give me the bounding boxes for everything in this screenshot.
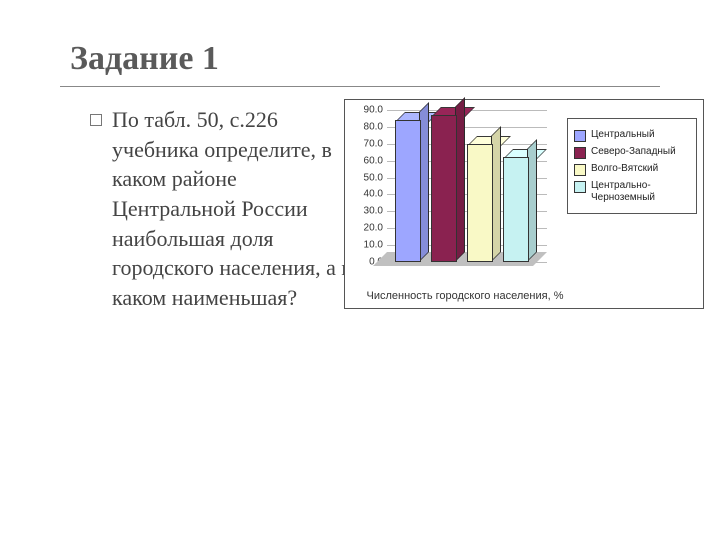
- legend-item: Северо-Западный: [574, 146, 690, 159]
- legend-label: Северо-Западный: [591, 146, 676, 158]
- y-tick-label: 20.0: [364, 223, 383, 234]
- bullet-text: По табл. 50, с.226 учебника определите, …: [112, 105, 360, 313]
- legend-swatch-icon: [574, 130, 586, 142]
- legend-label: Центрально-Черноземный: [591, 180, 690, 203]
- legend-swatch-icon: [574, 164, 586, 176]
- chart-area: 0.010.020.030.040.050.060.070.080.090.0 …: [360, 105, 660, 325]
- x-axis-title: Численность городского населения, %: [365, 290, 565, 302]
- bar: [467, 144, 493, 262]
- legend-label: Волго-Вятский: [591, 163, 658, 175]
- legend-swatch-icon: [574, 147, 586, 159]
- body-row: По табл. 50, с.226 учебника определите, …: [60, 105, 660, 325]
- legend-item: Центральный: [574, 129, 690, 142]
- legend-item: Волго-Вятский: [574, 163, 690, 176]
- y-tick-label: 40.0: [364, 189, 383, 200]
- bar: [431, 115, 457, 262]
- page-title: Задание 1: [70, 40, 660, 78]
- y-tick-label: 60.0: [364, 155, 383, 166]
- bullet-block: По табл. 50, с.226 учебника определите, …: [60, 105, 360, 313]
- chart-frame: 0.010.020.030.040.050.060.070.080.090.0 …: [344, 99, 704, 309]
- legend-swatch-icon: [574, 181, 586, 193]
- legend: Центральный Северо-Западный Волго-Вятский Ц…: [567, 118, 697, 214]
- legend-label: Центральный: [591, 129, 655, 141]
- plot: [387, 110, 547, 262]
- bullet-square-icon: [90, 114, 102, 126]
- y-tick-label: 50.0: [364, 172, 383, 183]
- y-tick-label: 90.0: [364, 105, 383, 116]
- y-tick-label: 30.0: [364, 206, 383, 217]
- y-tick-label: 80.0: [364, 121, 383, 132]
- legend-item: Центрально-Черноземный: [574, 180, 690, 203]
- y-tick-label: 70.0: [364, 138, 383, 149]
- bar: [395, 120, 421, 262]
- bar: [503, 157, 529, 262]
- slide: Задание 1 По табл. 50, с.226 учебника оп…: [0, 0, 720, 540]
- title-underline: [60, 86, 660, 87]
- y-axis: 0.010.020.030.040.050.060.070.080.090.0: [349, 110, 385, 262]
- y-tick-label: 10.0: [364, 240, 383, 251]
